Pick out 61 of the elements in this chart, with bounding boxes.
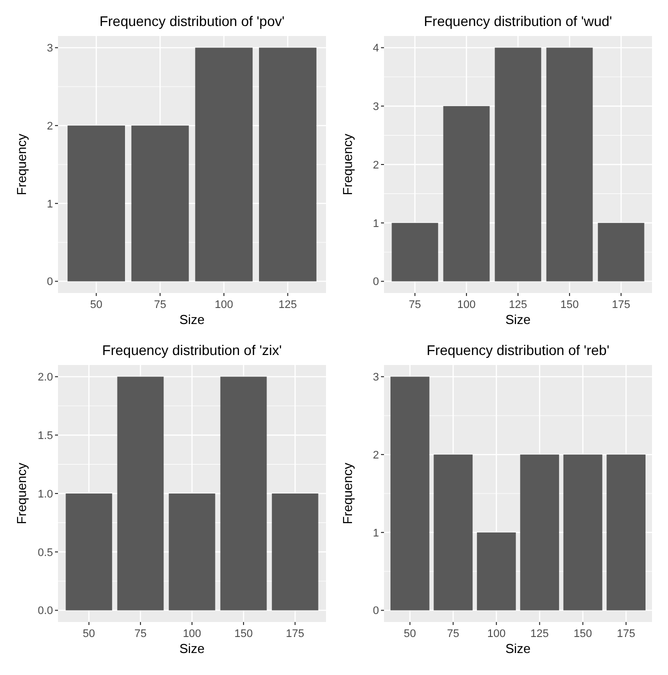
y-tick-label: 1.5 [38,430,53,442]
y-tick-label: 0 [372,276,379,288]
y-tick-label: 0 [372,605,379,618]
y-axis-title: Frequency [14,462,29,524]
x-tick-label: 125 [278,299,297,311]
x-tick-label: 100 [214,299,234,311]
y-tick-label: 3 [372,100,379,113]
x-tick-label: 75 [408,299,422,311]
bar [546,48,593,282]
x-axis-title: Size [179,641,205,656]
x-tick-label: 50 [90,299,102,311]
x-tick-label: 50 [82,628,96,640]
x-tick-label: 175 [612,299,630,311]
x-tick-label: 50 [404,628,416,640]
y-axis-title: Frequency [340,462,355,524]
y-tick-label: 1 [372,527,379,540]
x-tick-label: 125 [530,628,549,640]
x-axis-title: Size [179,312,205,327]
y-tick-label: 0 [46,276,53,288]
x-tick-label: 75 [154,299,166,311]
bar [494,48,542,282]
bar [520,454,560,610]
x-tick-label: 175 [616,628,636,640]
y-tick-label: 2 [46,120,53,132]
y-tick-label: 1.0 [38,488,53,500]
bar [606,454,646,610]
y-axis-title: Frequency [14,133,29,196]
x-tick-label: 75 [447,628,460,640]
bar [434,454,473,610]
chart-title: Frequency distribution of 'wud' [424,13,612,29]
x-tick-label: 100 [182,628,202,640]
x-tick-label: 100 [457,299,476,311]
chart-title: Frequency distribution of 'reb' [426,342,610,358]
x-tick-label: 75 [134,628,147,640]
y-tick-label: 0.0 [38,605,53,618]
y-tick-label: 0.5 [38,546,53,559]
bar [563,454,602,610]
y-tick-label: 3 [372,372,379,384]
x-tick-label: 100 [487,628,506,640]
y-tick-label: 3 [46,42,53,55]
x-tick-label: 150 [574,628,592,640]
x-tick-label: 150 [560,299,579,311]
chart-title: Frequency distribution of 'zix' [102,342,282,358]
bar [476,532,516,610]
bar [392,222,438,282]
y-tick-label: 4 [372,42,379,55]
y-tick-label: 1 [46,198,53,210]
y-tick-label: 2 [372,449,379,462]
y-tick-label: 2 [372,159,379,172]
x-axis-title: Size [505,312,531,327]
x-tick-label: 175 [286,628,304,640]
bar [598,222,644,282]
bar [443,106,490,282]
y-tick-label: 2.0 [38,372,53,384]
x-tick-label: 150 [234,628,253,640]
x-tick-label: 125 [508,299,528,311]
y-axis-title: Frequency [340,133,355,196]
y-tick-label: 1 [372,218,379,230]
x-axis-title: Size [505,641,531,656]
chart-title: Frequency distribution of 'pov' [99,13,285,29]
bar [390,376,430,610]
